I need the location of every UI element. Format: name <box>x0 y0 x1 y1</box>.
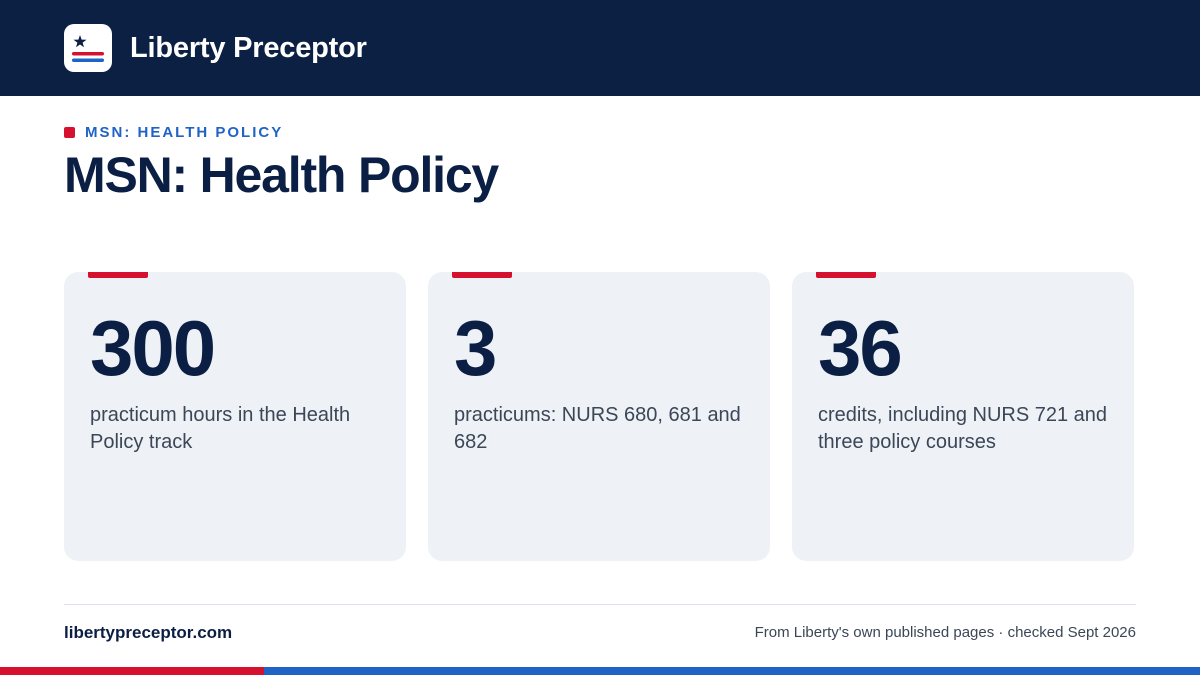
stat-card-credits: 36 credits, including NURS 721 and three… <box>792 272 1134 561</box>
stat-card-practicums: 3 practicums: NURS 680, 681 and 682 <box>428 272 770 561</box>
bottom-stripe-red <box>0 667 264 675</box>
card-accent-bar <box>88 272 148 278</box>
card-accent-bar <box>452 272 512 278</box>
stat-description: practicum hours in the Health Policy tra… <box>90 404 351 453</box>
stat-number: 3 <box>454 304 497 392</box>
brand-name[interactable]: Liberty Preceptor <box>130 31 367 64</box>
footer-source-note: From Liberty's own published pages · che… <box>754 624 1136 641</box>
bottom-stripe-blue <box>264 667 1200 675</box>
site-header: Liberty Preceptor <box>0 0 1200 96</box>
stat-number: 36 <box>818 304 903 392</box>
stat-description: practicums: NURS 680, 681 and 682 <box>454 404 741 453</box>
eyebrow-marker <box>64 127 75 138</box>
stat-number: 300 <box>90 304 216 392</box>
footer-site-link[interactable]: libertypreceptor.com <box>64 623 233 642</box>
eyebrow-row: MSN: HEALTH POLICY <box>64 124 283 141</box>
stat-description: credits, including NURS 721 and three po… <box>818 404 1108 453</box>
stat-card-practicum-hours: 300 practicum hours in the Health Policy… <box>64 272 406 561</box>
footer-divider <box>64 604 1136 605</box>
star-stripes-logo-icon <box>64 24 112 72</box>
card-accent-bar <box>816 272 876 278</box>
eyebrow-label: MSN: HEALTH POLICY <box>85 124 284 141</box>
page-title: MSN: Health Policy <box>64 147 499 203</box>
